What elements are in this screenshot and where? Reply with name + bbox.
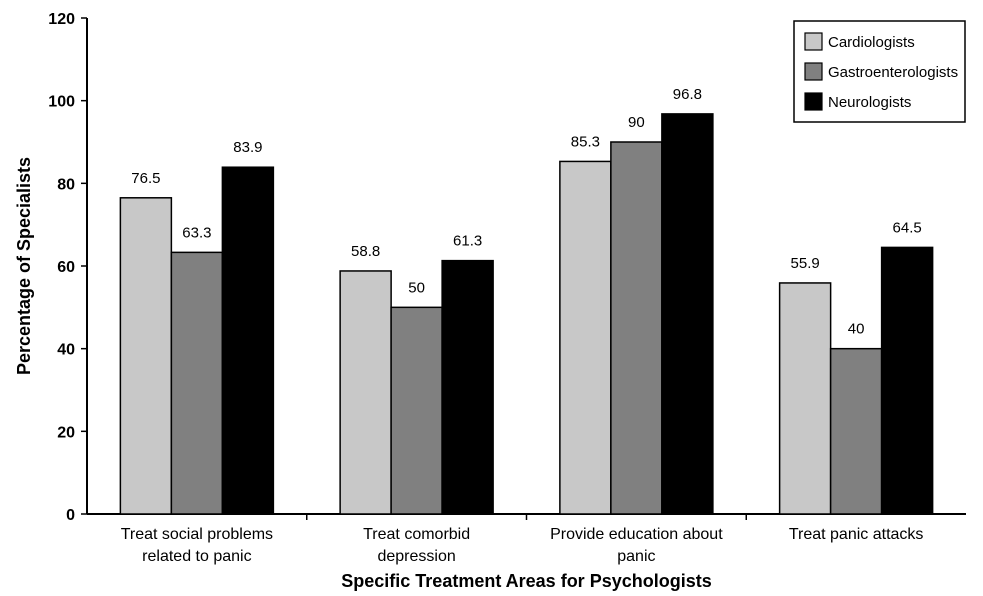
bar: [559, 160, 612, 515]
legend-swatch: [804, 32, 823, 51]
bar: [441, 259, 494, 515]
bar: [880, 246, 934, 515]
bar: [339, 270, 392, 515]
data-labels: 76.5 58.8 85.3 55.9 63.3 50 90 40 83.9 61.3 96.8 64…: [131, 86, 921, 338]
bars: [119, 113, 934, 515]
y-tick-label: 0: [66, 507, 75, 524]
data-label: 50: [408, 279, 425, 296]
bar: [829, 347, 883, 515]
y-tick-label: 100: [48, 94, 75, 111]
data-label: 96.8: [673, 86, 702, 103]
bar: [778, 282, 832, 515]
x-tick-label: Treat social problems related to panic: [121, 526, 273, 565]
x-axis-title: Specific Treatment Areas for Psychologis…: [341, 571, 711, 591]
y-axis-title: Percentage of Specialists: [14, 157, 34, 375]
y-tick-label: 40: [57, 342, 75, 359]
legend-swatch: [804, 92, 823, 111]
bar: [170, 251, 224, 515]
data-label: 40: [848, 321, 865, 338]
bar: [661, 113, 714, 515]
y-tick-label: 120: [48, 11, 75, 28]
data-label: 63.3: [182, 224, 211, 241]
data-label: 58.8: [351, 243, 380, 260]
data-label: 90: [628, 114, 645, 131]
data-label: 83.9: [233, 139, 262, 156]
bar: [610, 141, 663, 515]
legend-label: Cardiologists: [828, 34, 915, 51]
data-label: 55.9: [791, 255, 820, 272]
legend-label: Gastroenterologists: [828, 64, 958, 81]
y-tick-label: 60: [57, 259, 75, 276]
legend-swatch: [804, 62, 823, 81]
x-tick-label: Treat comorbid depression: [363, 526, 470, 565]
axes: 0 20 40 60 80 100 120 Treat social problems rela…: [48, 11, 966, 565]
y-tick-label: 80: [57, 176, 75, 193]
data-label: 85.3: [571, 133, 600, 150]
bar: [119, 197, 173, 515]
data-label: 76.5: [131, 170, 160, 187]
x-tick-label: Treat panic attacks: [789, 526, 924, 543]
bar: [390, 306, 443, 515]
legend-label: Neurologists: [828, 94, 911, 111]
y-tick-label: 20: [57, 424, 75, 441]
x-tick-label: Provide education about panic: [550, 526, 723, 565]
data-label: 64.5: [893, 219, 922, 236]
legend: Cardiologists Gastroenterologists Neurolog…: [793, 20, 966, 123]
data-label: 61.3: [453, 233, 482, 250]
bar: [221, 166, 275, 515]
